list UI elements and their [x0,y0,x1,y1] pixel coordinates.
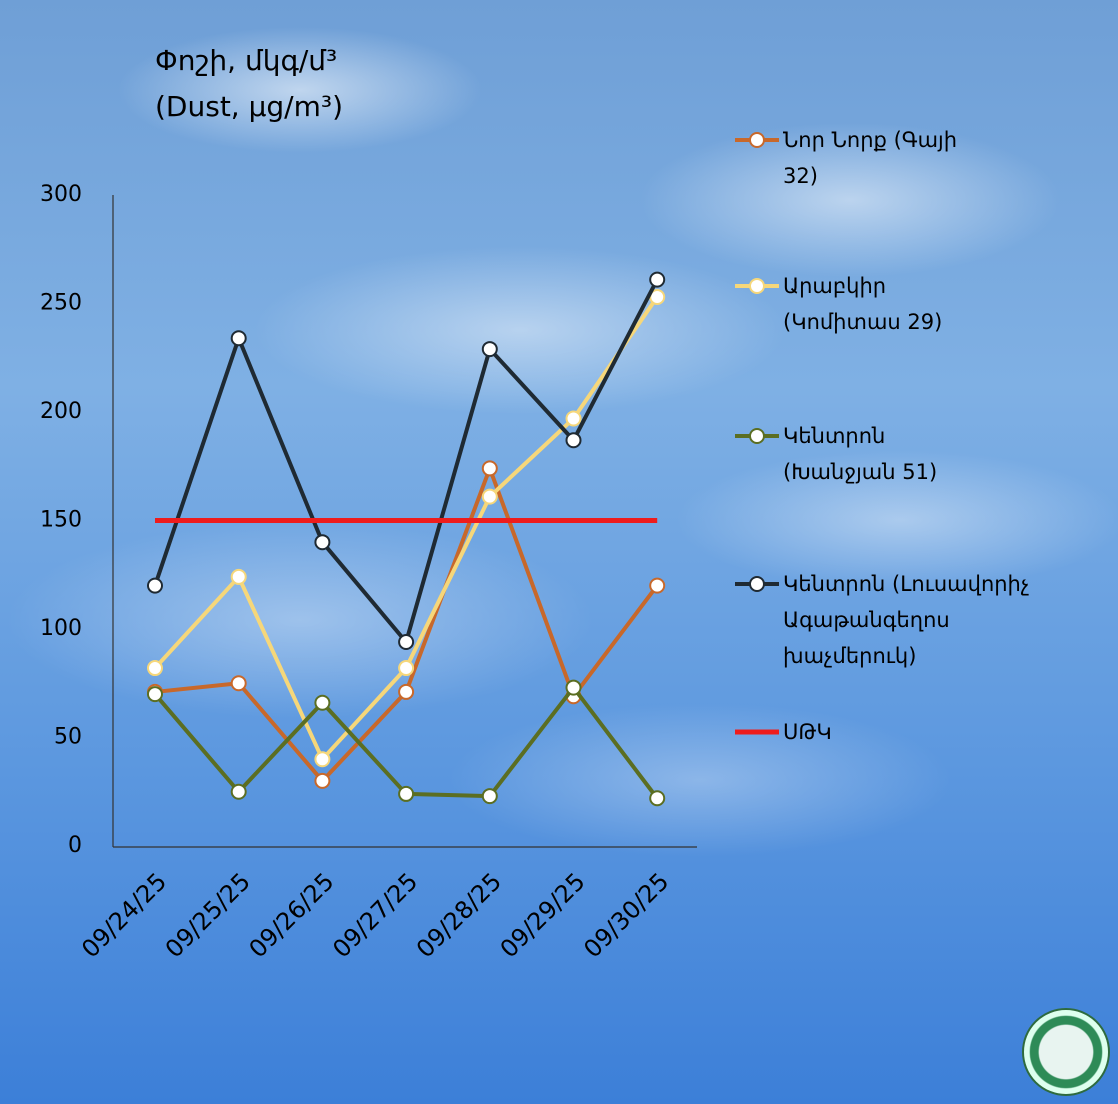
y-tick-label: 0 [68,833,82,858]
x-tick-label: 09/26/25 [244,867,340,963]
data-point [481,788,498,805]
data-point [230,568,247,585]
legend-key [735,576,779,592]
x-tick-label: 09/30/25 [578,867,674,963]
x-tick-label: 09/25/25 [160,867,256,963]
legend-key [735,132,779,148]
y-tick-label: 100 [40,616,82,641]
legend-marker [749,576,765,592]
legend-label: ՍԹԿ [783,720,832,744]
data-point [230,675,247,692]
legend-label: Կենտրոն (Խանջյան 51) [783,424,938,484]
legend-key [735,278,779,294]
series-line [154,466,659,783]
legend-key [735,729,779,735]
x-tick-label: 09/29/25 [495,867,591,963]
x-tick-label: 09/24/25 [76,867,172,963]
data-point [314,694,331,711]
data-point [649,577,666,594]
data-point [481,460,498,477]
legend-marker [749,428,765,444]
legend-label: Կենտրոն (Լուսավորիչ Ագաթանգեղոս խաչմերու… [783,572,1030,668]
x-tick-label: 09/28/25 [411,867,507,963]
data-point [398,634,415,651]
y-tick-label: 300 [40,182,82,207]
data-point [565,410,582,427]
data-point [481,488,498,505]
data-point [481,341,498,358]
data-point [147,686,163,703]
data-point [314,751,331,768]
data-point [314,772,331,789]
data-point [398,785,415,802]
legend-label: Արաբկիր (Կոմիտաս 29) [783,274,943,334]
y-tick-label: 200 [40,399,82,424]
legend-marker [749,278,765,294]
data-point [314,534,331,551]
data-point [230,783,247,800]
data-point [398,683,415,700]
data-point [147,577,163,594]
legend-marker [749,132,765,148]
data-point [565,432,582,449]
y-tick-label: 50 [54,725,82,750]
x-tick-label: 09/27/25 [327,867,423,963]
logo [1022,1008,1110,1096]
data-point [230,330,247,347]
y-tick-label: 250 [40,291,82,316]
y-tick-label: 150 [40,508,82,533]
data-point [565,679,582,696]
data-point [649,271,666,288]
data-point [147,660,163,677]
legend-label: Նոր Նորք (Գայի 32) [783,128,958,188]
legend-key [735,428,779,444]
series-line [153,685,659,800]
data-point [398,660,415,677]
data-point [649,790,666,807]
chart-title: Փոշի, մկգ/մ³ [155,44,337,77]
chart-subtitle: (Dust, µg/m³) [155,90,343,123]
